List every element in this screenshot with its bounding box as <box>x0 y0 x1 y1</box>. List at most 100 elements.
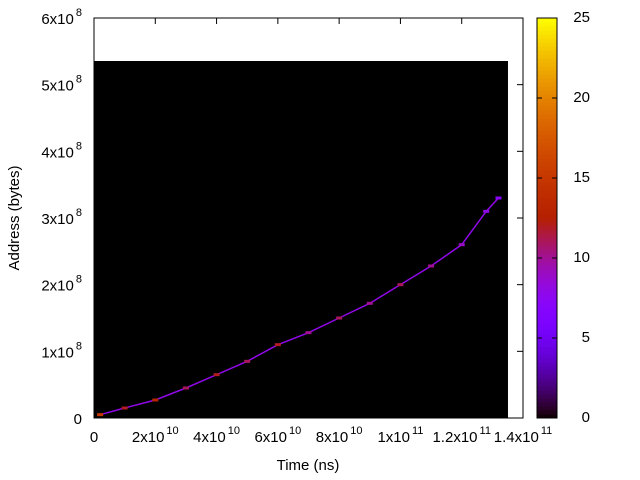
colorbar-cell <box>537 330 557 335</box>
colorbar-cell <box>537 190 557 195</box>
colorbar-cell <box>537 118 557 123</box>
colorbar-cell <box>537 290 557 295</box>
colorbar-cell <box>537 58 557 63</box>
colorbar-cell <box>537 126 557 131</box>
tick-label-base: 4x10 <box>41 144 74 161</box>
colorbar-cell <box>537 138 557 143</box>
colorbar-cell <box>537 338 557 343</box>
heat-cell <box>366 301 373 305</box>
tick-label: 8x10 10 <box>316 425 363 446</box>
colorbar-cell <box>537 406 557 411</box>
colorbar-cell <box>537 158 557 163</box>
colorbar-cell <box>537 394 557 399</box>
colorbar-cell <box>537 74 557 79</box>
colorbar-cell <box>537 206 557 211</box>
colorbar-cell <box>537 378 557 383</box>
tick-label-power: 8 <box>76 7 82 19</box>
colorbar-cell <box>537 162 557 167</box>
colorbar-cell <box>537 146 557 151</box>
colorbar-cell <box>537 114 557 119</box>
colorbar-cell <box>537 246 557 251</box>
colorbar-cell <box>537 282 557 287</box>
tick-label-base: 1x10 <box>377 429 410 446</box>
tick-label-base: 1.2x10 <box>432 429 477 446</box>
tick-label: 2x10 10 <box>132 425 179 446</box>
colorbar-cell <box>537 254 557 259</box>
colorbar-cell <box>537 402 557 407</box>
heat-cell <box>121 406 128 410</box>
colorbar-cell <box>537 210 557 215</box>
colorbar-cell <box>537 274 557 279</box>
colorbar-cell <box>537 278 557 283</box>
colorbar-cell <box>537 86 557 91</box>
colorbar-cell <box>537 222 557 227</box>
colorbar-cell <box>537 374 557 379</box>
colorbar-cell <box>537 326 557 331</box>
colorbar-cell <box>537 54 557 59</box>
tick-label-base: 1x10 <box>41 344 74 361</box>
heat-cell <box>305 331 312 335</box>
tick-label-base: 3x10 <box>41 211 74 228</box>
heat-cell <box>483 209 490 213</box>
colorbar-cell <box>537 182 557 187</box>
tick-label-power: 11 <box>412 425 423 437</box>
colorbar-tick-label: 0 <box>582 409 590 426</box>
colorbar-cell <box>537 26 557 31</box>
colorbar-cell <box>537 342 557 347</box>
tick-label-base: 8x10 <box>316 429 349 446</box>
colorbar-cell <box>537 386 557 391</box>
colorbar-cell <box>537 346 557 351</box>
colorbar-cell <box>537 306 557 311</box>
colorbar-cell <box>537 234 557 239</box>
colorbar-cell <box>537 90 557 95</box>
colorbar-cell <box>537 38 557 43</box>
heatmap-background <box>94 61 508 418</box>
colorbar-cell <box>537 34 557 39</box>
colorbar-cell <box>537 214 557 219</box>
tick-label-power: 8 <box>76 74 82 86</box>
tick-label: 3x10 8 <box>41 207 82 228</box>
colorbar-cell <box>537 134 557 139</box>
tick-label-base: 1.4x10 <box>494 429 539 446</box>
heat-cell <box>152 398 159 402</box>
tick-label-power: 8 <box>76 140 82 152</box>
tick-label-power: 8 <box>76 274 82 286</box>
colorbar-cell <box>537 294 557 299</box>
tick-label: 4x10 10 <box>193 425 240 446</box>
tick-label: 2x10 8 <box>41 274 82 295</box>
colorbar-cell <box>537 130 557 135</box>
colorbar-cell <box>537 218 557 223</box>
colorbar-cell <box>537 98 557 103</box>
tick-label: 1.4x10 11 <box>494 425 552 446</box>
heat-cell <box>182 386 189 390</box>
tick-label-base: 2x10 <box>132 429 165 446</box>
colorbar-cell <box>537 18 557 23</box>
colorbar-cell <box>537 30 557 35</box>
colorbar-cell <box>537 42 557 47</box>
colorbar-cell <box>537 202 557 207</box>
tick-label-base: 2x10 <box>41 278 74 295</box>
colorbar-cell <box>537 238 557 243</box>
tick-label: 1x10 11 <box>377 425 423 446</box>
colorbar-cell <box>537 398 557 403</box>
tick-label: 1x10 8 <box>41 340 82 361</box>
colorbar-cell <box>537 110 557 115</box>
tick-label-power: 8 <box>76 340 82 352</box>
tick-label-power: 10 <box>166 425 178 437</box>
colorbar-cell <box>537 122 557 127</box>
heat-cell <box>336 316 343 320</box>
colorbar-cell <box>537 198 557 203</box>
colorbar-cell <box>537 170 557 175</box>
heat-cell <box>495 196 502 200</box>
colorbar-cell <box>537 166 557 171</box>
colorbar-cell <box>537 266 557 271</box>
tick-label-power: 10 <box>228 425 240 437</box>
colorbar-cell <box>537 142 557 147</box>
colorbar-cell <box>537 66 557 71</box>
colorbar-cell <box>537 82 557 87</box>
colorbar-frame <box>536 17 558 419</box>
colorbar-cell <box>537 46 557 51</box>
heat-cell <box>458 243 465 247</box>
